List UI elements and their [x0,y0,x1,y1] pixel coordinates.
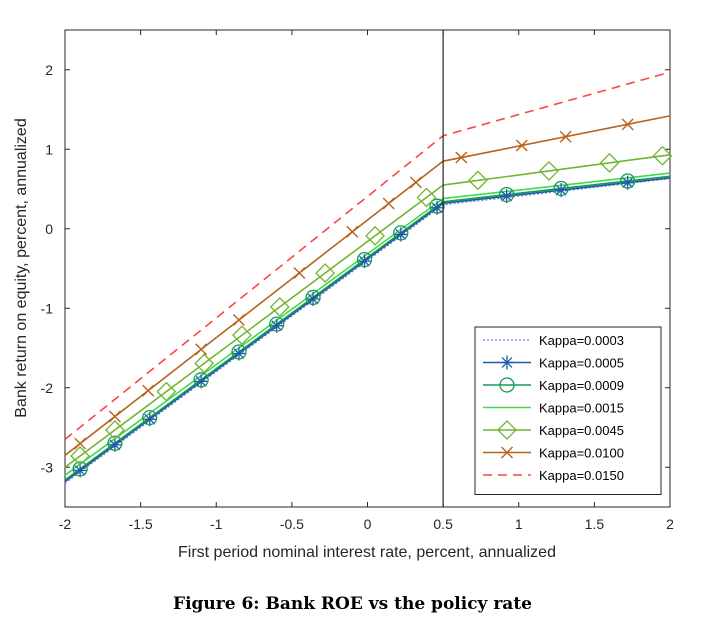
data-point [269,316,285,332]
legend-item: Kappa=0.0015 [483,401,624,416]
data-point [305,289,321,306]
data-point [142,409,158,426]
data-point [393,225,409,241]
data-point [455,151,468,164]
legend: Kappa=0.0003 Kappa=0.0005 Kappa=0.0009 Kapp… [474,326,662,495]
legend-label: Kappa=0.0015 [539,401,624,416]
data-point [269,318,284,333]
data-point [416,187,437,208]
x-tick-label: -1.5 [129,516,153,532]
data-point [194,353,215,374]
data-point [195,343,208,356]
data-point [107,435,123,451]
legend-marker [499,377,515,393]
legend-marker [497,420,517,440]
x-tick-label: -2 [59,516,72,532]
x-tick-label: 2 [666,516,674,532]
data-point [108,410,121,423]
legend-item: Kappa=0.0009 [483,377,624,393]
data-point [231,346,246,361]
data-point [72,461,88,477]
figure-caption: Figure 6: Bank ROE vs the policy rate [173,594,532,614]
data-point [156,381,177,402]
data-point [621,118,634,131]
legend-label: Kappa=0.0045 [539,423,624,438]
y-tick-label: -2 [41,380,54,396]
legend-label: Kappa=0.0005 [539,356,624,371]
data-point [620,175,635,190]
data-point [193,372,209,388]
data-point [430,200,445,215]
data-point [142,412,157,427]
y-axis-label: Bank return on equity, percent, annualiz… [13,118,30,417]
data-point [467,170,488,191]
data-point [357,254,372,269]
data-point [269,297,290,317]
data-point [498,186,515,203]
data-point [356,251,373,268]
legend-marker [500,355,514,370]
data-point [74,437,87,450]
data-point [232,325,252,346]
series-markers [70,118,673,478]
x-tick-label: 1 [515,516,523,532]
x-tick-label: 0 [364,516,372,532]
legend-item: Kappa=0.0005 [483,355,624,371]
data-point [559,130,572,143]
y-tick-label: 2 [45,62,53,78]
legend-label: Kappa=0.0150 [539,468,624,483]
data-point [231,344,247,360]
data-point [620,173,636,189]
y-tick-label: 1 [45,141,53,157]
legend-item: Kappa=0.0100 [483,446,624,461]
legend-item: Kappa=0.0150 [483,468,624,483]
x-tick-label: 1.5 [585,516,605,532]
data-point [554,183,569,198]
data-point [142,384,155,397]
y-tick-label: -3 [41,459,54,475]
legend-box [474,326,662,495]
x-tick-label: -1 [210,516,223,532]
data-point [553,180,569,197]
data-point [70,446,91,466]
data-point [539,161,559,181]
data-point [515,139,528,152]
legend-marker [501,446,513,459]
data-point [429,198,445,214]
data-point [315,263,336,283]
data-point [346,225,359,238]
legend-item: Kappa=0.0045 [483,420,624,440]
data-point [393,227,408,242]
data-point [104,420,125,440]
legend-label: Kappa=0.0009 [539,378,624,393]
chart: -2 -1.5 -1 -0.5 0 0.5 1 1.5 2 -3 -2 -1 0 1 2 Kappa=0.0… [13,29,674,561]
data-point [382,197,395,210]
data-point [306,292,321,307]
y-tick-label: 0 [45,221,53,237]
data-point [652,145,673,166]
data-point [232,314,245,327]
data-point [499,189,514,204]
data-point [365,225,385,246]
x-tick-label: -0.5 [280,516,304,532]
data-point [293,266,306,279]
chart-svg: -2 -1.5 -1 -0.5 0 0.5 1 1.5 2 -3 -2 -1 0 1 2 Kappa=0.0… [13,29,674,561]
legend-item: Kappa=0.0003 [483,333,624,348]
x-axis-label: First period nominal interest rate, perc… [178,544,556,561]
data-point [599,152,620,173]
data-point [409,176,422,189]
legend-label: Kappa=0.0100 [539,446,624,461]
data-point [194,374,209,389]
y-tick-label: -1 [41,300,54,316]
legend-label: Kappa=0.0003 [539,333,624,348]
x-tick-label: 0.5 [433,516,453,532]
data-point [107,437,122,452]
